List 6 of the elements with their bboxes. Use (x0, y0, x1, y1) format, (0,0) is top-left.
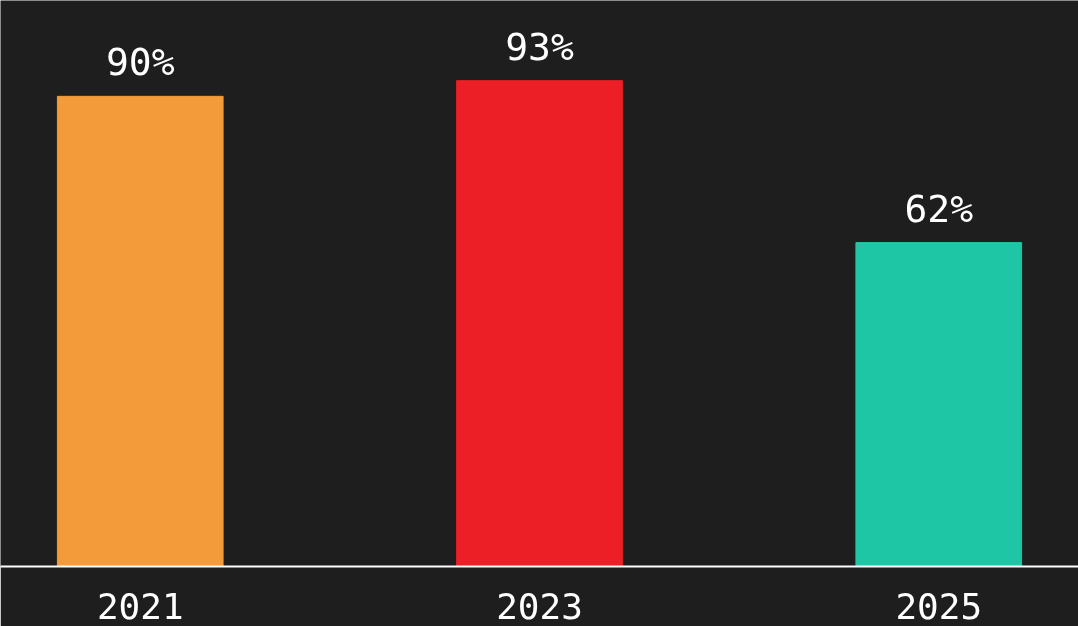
data-label: 90% (105, 40, 175, 85)
x-tick-label: 2025 (895, 585, 983, 626)
data-label: 93% (505, 24, 574, 69)
x-tick-label: 2021 (96, 585, 184, 626)
data-label: 62% (904, 186, 974, 231)
x-tick-label: 2023 (496, 585, 583, 626)
